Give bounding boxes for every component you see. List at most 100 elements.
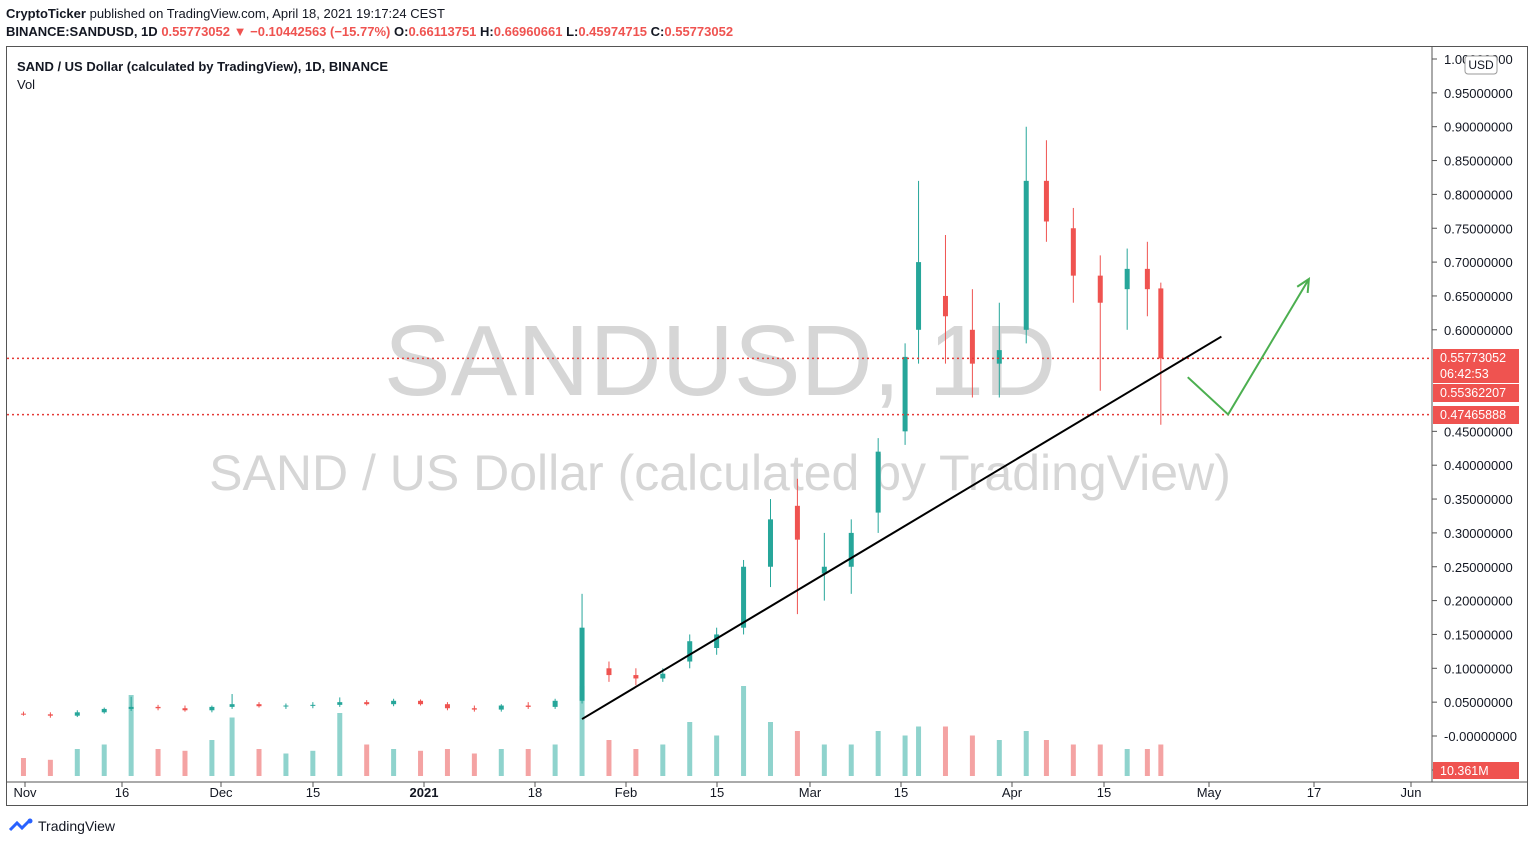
candles (20, 126, 1164, 718)
author[interactable]: CryptoTicker (6, 6, 86, 21)
price-axis[interactable]: 1.000000000.950000000.900000000.85000000… (1432, 52, 1517, 778)
volume-bar (996, 740, 1002, 776)
volume-bar (916, 726, 922, 776)
drawings[interactable] (581, 277, 1311, 720)
y-tick-label: -0.00000000 (1444, 729, 1517, 744)
candle-body (1043, 180, 1049, 222)
candle-body (128, 706, 134, 709)
x-tick-label: Apr (1002, 785, 1023, 800)
volume-bar (633, 749, 639, 776)
close-value: 0.55773052 (664, 24, 734, 39)
volume-bar (209, 740, 215, 776)
volume-bar (182, 750, 188, 776)
last-price: 0.55773052 (161, 24, 230, 39)
high-label: H: (480, 24, 494, 39)
candle-body (1158, 288, 1164, 359)
x-tick-label: 16 (115, 785, 129, 800)
candle-body (1124, 268, 1130, 290)
volume-bars (20, 686, 1164, 776)
candle-body (364, 702, 370, 705)
series-legend[interactable]: SAND / US Dollar (calculated by TradingV… (17, 59, 389, 74)
y-tick-label: 0.60000000 (1444, 323, 1513, 338)
y-tick-label: 0.80000000 (1444, 187, 1513, 202)
candle-body (256, 704, 262, 707)
chart-frame[interactable] (6, 46, 1528, 806)
volume-bar (1097, 744, 1103, 776)
volume-bar (337, 713, 343, 776)
volume-bar (364, 744, 370, 776)
volume-tag-text: 10.361M (1440, 764, 1489, 778)
volume-bar (767, 722, 773, 776)
x-tick-label: Dec (209, 785, 233, 800)
open-label: O: (393, 24, 409, 39)
y-tick-label: 0.25000000 (1444, 560, 1513, 575)
candle-body (418, 700, 424, 705)
y-tick-label: 0.05000000 (1444, 695, 1513, 710)
volume-bar (101, 744, 107, 776)
y-tick-label: 0.75000000 (1444, 221, 1513, 236)
volume-bar (418, 750, 424, 776)
y-tick-label: 0.20000000 (1444, 594, 1513, 609)
candle-body (391, 700, 397, 705)
currency-badge (1464, 55, 1498, 75)
volume-bar (444, 749, 450, 776)
volume-bar (714, 735, 720, 776)
volume-bar (310, 750, 316, 776)
y-tick-label: 0.65000000 (1444, 289, 1513, 304)
candle-body (471, 708, 477, 710)
candle-body (794, 505, 800, 540)
volume-bar (47, 759, 53, 776)
volume-bar (848, 744, 854, 776)
y-tick-label: 0.35000000 (1444, 492, 1513, 507)
candle-body (902, 356, 908, 432)
candle-body (182, 708, 188, 711)
volume-legend[interactable]: Vol (17, 77, 36, 92)
watermark: SANDUSD, 1D SAND / US Dollar (calculated… (209, 305, 1231, 501)
y-tick-label: 0.40000000 (1444, 458, 1513, 473)
arrow-head (1296, 277, 1311, 294)
volume-bar (1158, 744, 1164, 776)
x-tick-label: 15 (306, 785, 320, 800)
volume-bar (20, 758, 26, 776)
volume-bar (128, 695, 134, 776)
candle-body (1023, 180, 1029, 330)
change: −0.10442563 (−15.77%) (250, 24, 391, 39)
candle-body (283, 705, 289, 707)
candle-body (47, 714, 53, 716)
x-tick-label: May (1197, 785, 1222, 800)
candle-body (633, 675, 639, 679)
low-label: L: (566, 24, 579, 39)
volume-bar (875, 731, 881, 776)
candle-body (848, 532, 854, 567)
open-value: 0.66113751 (408, 24, 477, 39)
candle-body (1144, 268, 1150, 290)
candle-body (155, 706, 161, 709)
x-tick-label: 2021 (410, 785, 439, 800)
volume-bar (498, 749, 504, 776)
candle-body (942, 295, 948, 317)
x-tick-label: Feb (615, 785, 637, 800)
volume-bar (794, 731, 800, 776)
candle-body (1097, 275, 1103, 303)
volume-bar (1144, 749, 1150, 776)
y-tick-label: 0.45000000 (1444, 424, 1513, 439)
price-tags: 0.55773052 06:42:53 0.55362207 0.47465888 10… (1433, 349, 1519, 779)
candle-body (20, 713, 26, 715)
volume-tag-box (1433, 762, 1519, 779)
candle-body (337, 702, 343, 705)
x-tick-label: Nov (13, 785, 37, 800)
volume-bar (1043, 740, 1049, 776)
watermark-symbol: SANDUSD, 1D (384, 305, 1056, 417)
candle-body (714, 634, 720, 648)
candle-body (875, 451, 881, 513)
volume-bar (1023, 731, 1029, 776)
time-axis[interactable]: Nov 16 Dec 15 2021 18 Feb 15 Mar 15 Apr 15 May 17 Jun (13, 782, 1421, 800)
candle-body (767, 519, 773, 567)
support-tag-box (1433, 406, 1519, 424)
candle-body (687, 641, 693, 662)
support-tag-text: 0.47465888 (1440, 408, 1506, 422)
footer-logo[interactable]: TradingView (8, 818, 115, 834)
tradingview-logo-icon (8, 818, 33, 832)
x-tick-label: 15 (894, 785, 908, 800)
